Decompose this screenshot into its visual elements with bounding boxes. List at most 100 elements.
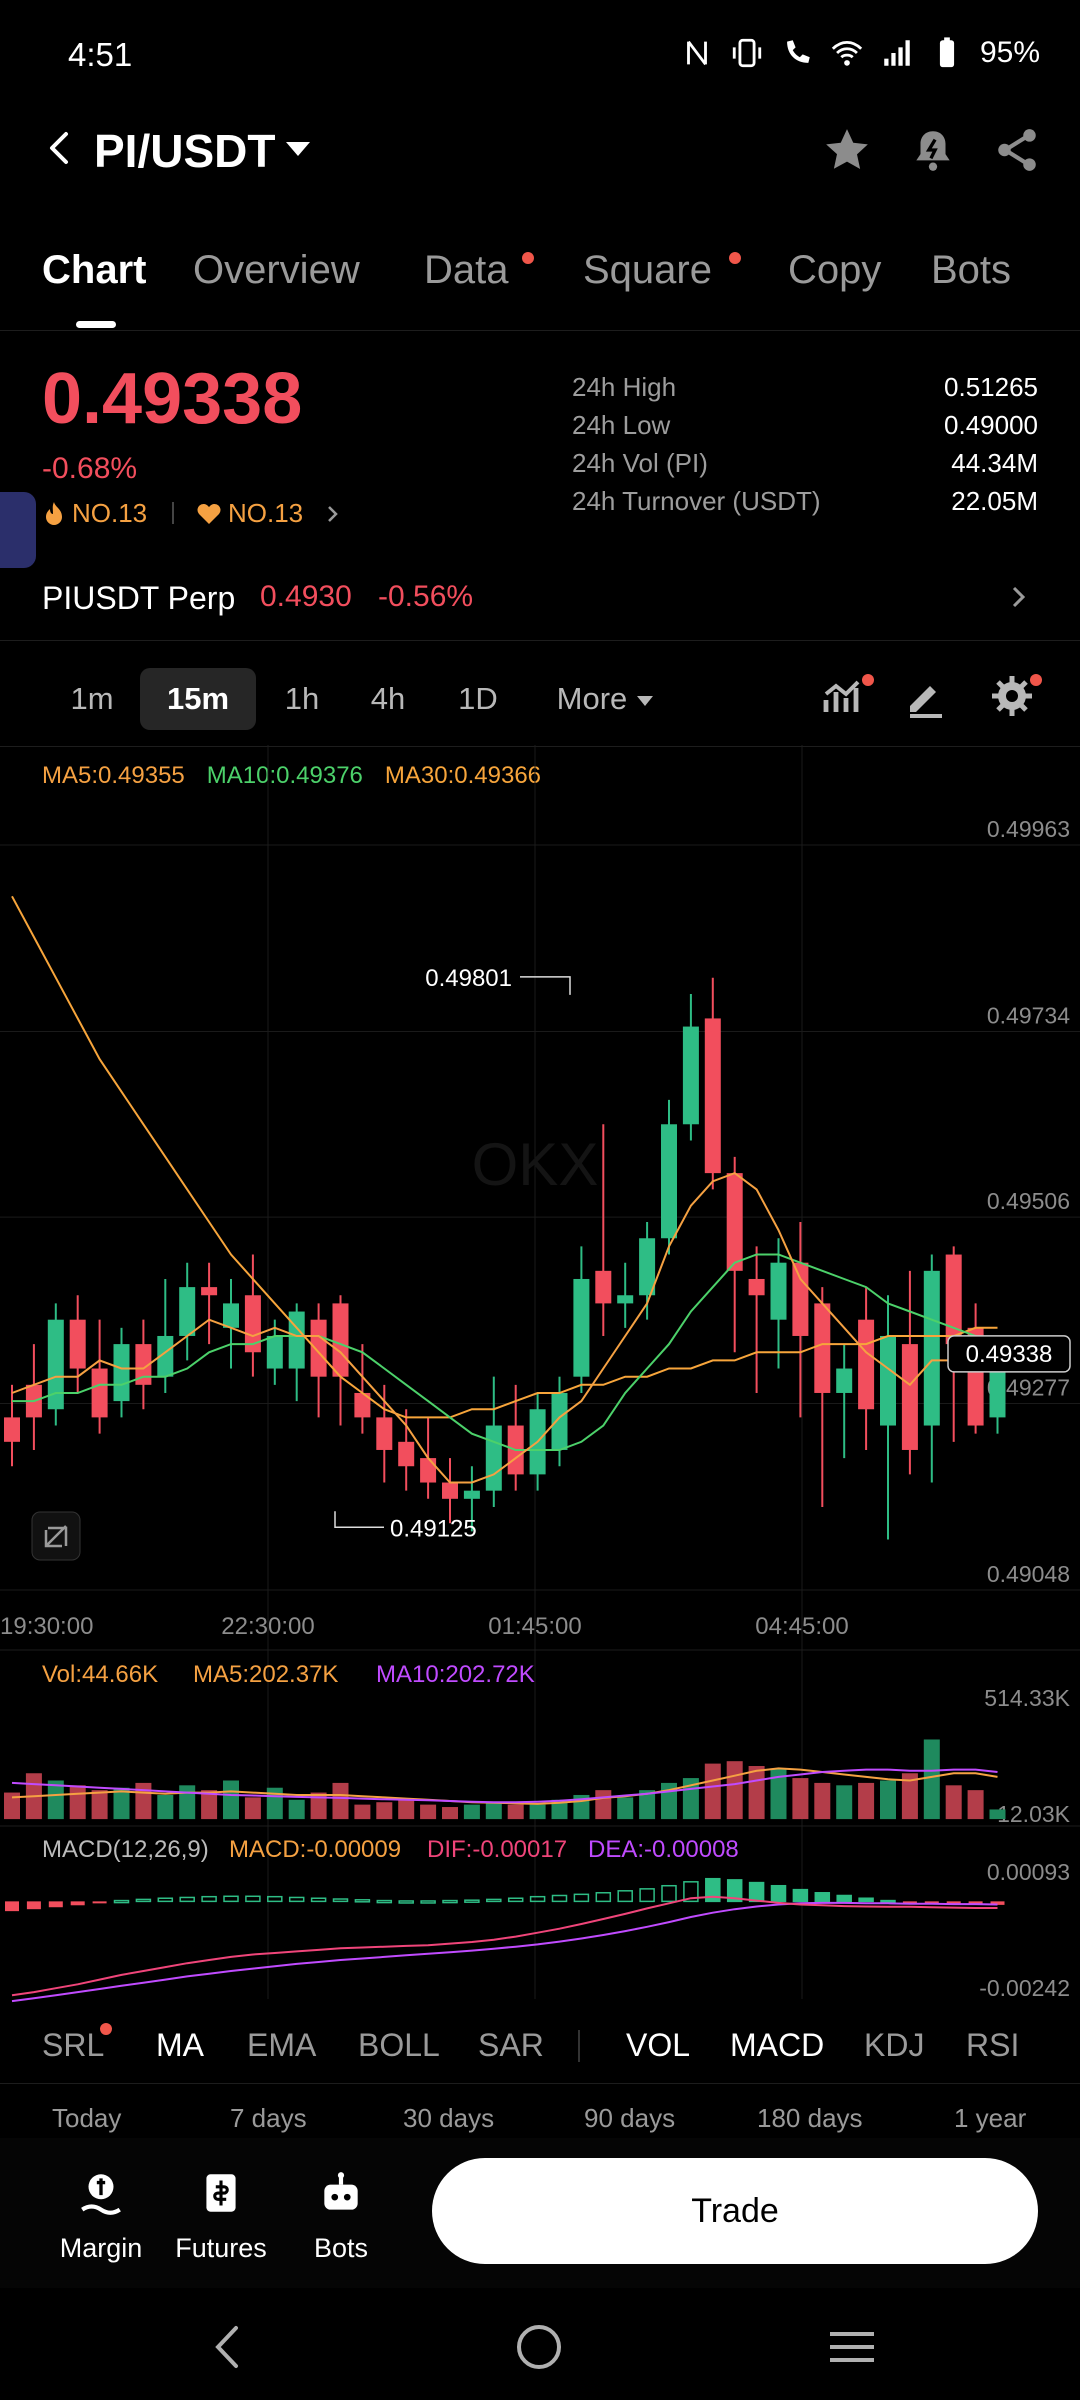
nfc-icon bbox=[687, 40, 707, 66]
indicator-macd[interactable]: MACD bbox=[730, 2027, 825, 2063]
volume-bar bbox=[332, 1782, 349, 1820]
volume-bar bbox=[113, 1787, 130, 1820]
gainers-rank[interactable]: NO.13 bbox=[196, 498, 343, 529]
timeframe-1h[interactable]: 1h bbox=[284, 681, 320, 716]
trade-button[interactable]: Trade bbox=[432, 2158, 1038, 2264]
timeframe-1m[interactable]: 1m bbox=[70, 681, 114, 716]
macd-hist-bar bbox=[267, 1895, 283, 1903]
indicator-kdj[interactable]: KDJ bbox=[864, 2027, 925, 2063]
macd-hist-bar bbox=[92, 1901, 107, 1904]
macd-hist-bar bbox=[573, 1893, 590, 1903]
nav-recents-icon[interactable] bbox=[826, 2322, 878, 2372]
volume-bar bbox=[244, 1797, 261, 1820]
heart-icon bbox=[197, 503, 221, 524]
volume-bar bbox=[595, 1790, 612, 1820]
draw-pencil-icon[interactable] bbox=[902, 672, 950, 720]
volume-bar bbox=[288, 1799, 305, 1820]
indicator-ema[interactable]: EMA bbox=[247, 2027, 317, 2063]
back-icon[interactable] bbox=[40, 128, 80, 168]
macd-hist-bar bbox=[398, 1900, 414, 1904]
volume-bar bbox=[463, 1804, 480, 1820]
tab-data[interactable]: Data bbox=[424, 248, 509, 292]
y-tick-label: 0.49734 bbox=[987, 1002, 1070, 1028]
candle-up bbox=[573, 1278, 590, 1377]
period-7d[interactable]: 7 days bbox=[230, 2103, 307, 2133]
indicator-boll[interactable]: BOLL bbox=[358, 2027, 440, 2063]
stat-label-low: 24h Low bbox=[572, 410, 671, 440]
y-tick-label: 0.49506 bbox=[987, 1188, 1070, 1214]
macd-hist-bar bbox=[201, 1895, 217, 1903]
volume-bar bbox=[726, 1761, 743, 1820]
period-180d[interactable]: 180 days bbox=[757, 2103, 863, 2133]
tab-square[interactable]: Square bbox=[583, 248, 712, 292]
volume-bar bbox=[529, 1804, 546, 1820]
indicator-vol[interactable]: VOL bbox=[626, 2027, 691, 2063]
timeframe-1d[interactable]: 1D bbox=[458, 681, 498, 716]
margin-label: Margin bbox=[59, 2233, 143, 2263]
candle-down bbox=[376, 1417, 393, 1450]
macd-hist-bar bbox=[310, 1897, 327, 1903]
chart-settings-icon[interactable] bbox=[988, 672, 1036, 720]
period-90d[interactable]: 90 days bbox=[584, 2103, 676, 2133]
volume-bar bbox=[91, 1790, 108, 1820]
price-alert-icon[interactable] bbox=[908, 125, 958, 175]
volume-bar bbox=[47, 1780, 64, 1820]
perp-chevron-icon[interactable] bbox=[1006, 580, 1032, 614]
wifi-icon bbox=[831, 40, 863, 66]
price-chart[interactable]: 0.499630.497340.495060.492770.4904819:30… bbox=[0, 745, 1080, 2005]
period-30d[interactable]: 30 days bbox=[403, 2103, 495, 2133]
watermark: OKX bbox=[472, 1131, 599, 1198]
timeframe-4h[interactable]: 4h bbox=[370, 681, 406, 716]
vibrate-icon bbox=[732, 38, 762, 68]
tab-bots[interactable]: Bots bbox=[931, 248, 1012, 292]
candle-down bbox=[332, 1303, 349, 1377]
status-time: 4:51 bbox=[68, 36, 133, 73]
pair-title[interactable]: PI/USDT bbox=[94, 125, 276, 177]
perp-name[interactable]: PIUSDT Perp bbox=[42, 580, 236, 616]
candle-up bbox=[266, 1335, 283, 1369]
macd-y-tick: 0.00093 bbox=[987, 1859, 1070, 1885]
futures-button[interactable]: Futures bbox=[156, 2168, 286, 2264]
hot-rank[interactable]: NO.13 bbox=[42, 498, 147, 529]
share-icon[interactable] bbox=[992, 125, 1042, 175]
period-today[interactable]: Today bbox=[52, 2103, 122, 2133]
candle-up bbox=[288, 1311, 305, 1369]
candle-down bbox=[354, 1392, 371, 1418]
indicators-icon[interactable] bbox=[820, 672, 868, 720]
indicator-sar[interactable]: SAR bbox=[478, 2027, 544, 2063]
tab-chart[interactable]: Chart bbox=[42, 248, 147, 292]
candle-up bbox=[179, 1287, 196, 1336]
main-tabs: Chart Overview Data Square Copy Bots bbox=[0, 248, 1080, 328]
timeframe-15m[interactable]: 15m bbox=[140, 668, 256, 730]
divider bbox=[0, 2083, 1080, 2084]
candle-down bbox=[91, 1368, 108, 1418]
indicator-ma[interactable]: MA bbox=[156, 2027, 204, 2063]
indicator-srl[interactable]: SRL bbox=[42, 2027, 105, 2063]
timeframe-more[interactable]: More bbox=[540, 668, 670, 730]
indicator-rsi[interactable]: RSI bbox=[966, 2027, 1020, 2063]
volume-bar bbox=[617, 1797, 634, 1820]
volume-bar bbox=[858, 1782, 875, 1820]
period-1y[interactable]: 1 year bbox=[954, 2103, 1027, 2133]
nav-home-icon[interactable] bbox=[514, 2322, 564, 2372]
indicator-separator bbox=[578, 2030, 580, 2062]
candle-up bbox=[113, 1344, 130, 1402]
favorite-star-icon[interactable] bbox=[822, 125, 872, 175]
floating-widget[interactable] bbox=[0, 492, 36, 568]
volume-bar bbox=[398, 1799, 415, 1820]
macd-y-tick: -0.00242 bbox=[979, 1975, 1070, 2001]
volume-bar bbox=[4, 1792, 20, 1820]
candle-up bbox=[880, 1335, 896, 1426]
nav-back-icon[interactable] bbox=[208, 2322, 248, 2372]
macd-hist-bar bbox=[770, 1884, 787, 1903]
price-change: -0.68% bbox=[42, 452, 138, 485]
tab-overview[interactable]: Overview bbox=[193, 248, 360, 292]
candle-down bbox=[420, 1458, 437, 1483]
candle-down bbox=[398, 1441, 415, 1467]
bots-button[interactable]: Bots bbox=[276, 2168, 406, 2264]
macd-hist-bar bbox=[661, 1884, 677, 1903]
pair-dropdown-icon[interactable] bbox=[286, 142, 310, 156]
margin-button[interactable]: Margin bbox=[36, 2168, 166, 2264]
tab-copy[interactable]: Copy bbox=[788, 248, 882, 292]
expand-icon bbox=[44, 1525, 68, 1548]
